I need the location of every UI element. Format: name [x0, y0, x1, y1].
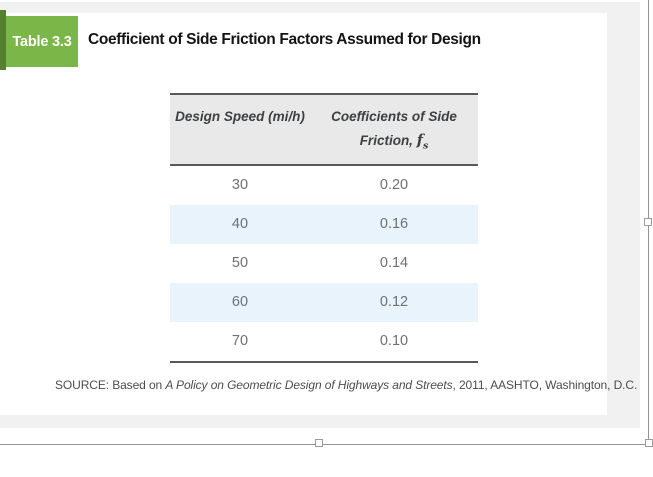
table-row: 40 0.16 — [170, 204, 478, 244]
speed-cell: 40 — [231, 215, 249, 232]
speed-cell: 30 — [231, 176, 249, 193]
coefficient-cell: 0.12 — [379, 293, 409, 310]
selection-border-bottom — [0, 444, 653, 445]
speed-cell: 60 — [231, 293, 249, 310]
speed-cell: 70 — [231, 332, 249, 349]
table-header-row: Design Speed (mi/h) Coefficients of Side… — [170, 93, 478, 166]
coefficient-cell: 0.20 — [379, 176, 409, 193]
side-friction-table: Design Speed (mi/h) Coefficients of Side… — [170, 93, 478, 363]
resize-handle-right[interactable] — [644, 218, 652, 226]
table-row: 30 0.20 — [170, 165, 478, 205]
resize-handle-bottom-right[interactable] — [645, 439, 653, 447]
table-body: 30 0.20 40 0.16 50 0.14 60 0.12 70 0.10 — [170, 165, 478, 363]
source-reference-title: A Policy on Geometric Design of Highways… — [165, 378, 453, 392]
resize-handle-bottom[interactable] — [315, 439, 323, 447]
table-row: 60 0.12 — [170, 282, 478, 322]
column-header-coefficients-line2: Friction, — [359, 132, 417, 148]
table-title: Coefficient of Side Friction Factors Ass… — [88, 31, 481, 48]
source-prefix: SOURCE: Based on — [55, 378, 166, 392]
column-header-design-speed: Design Speed (mi/h) — [175, 109, 305, 124]
friction-symbol: f — [416, 131, 423, 149]
speed-cell: 50 — [231, 254, 249, 271]
table-number-badge: Table 3.3 — [6, 16, 78, 67]
source-note: SOURCE: Based on A Policy on Geometric D… — [55, 378, 637, 392]
coefficient-cell: 0.14 — [379, 254, 409, 271]
coefficient-cell: 0.10 — [379, 332, 409, 349]
column-header-coefficients: Coefficients of Side Friction, fs — [310, 95, 478, 164]
source-suffix: , 2011, AASHTO, Washington, D.C. — [452, 378, 638, 392]
friction-symbol-subscript: s — [422, 140, 429, 152]
table-row: 70 0.10 — [170, 321, 478, 361]
column-header-coefficients-line1: Coefficients of Side — [331, 109, 457, 124]
table-badge-accent-bar — [0, 10, 6, 70]
table-number-label: Table 3.3 — [12, 33, 72, 50]
coefficient-cell: 0.16 — [379, 215, 409, 232]
table-row: 50 0.14 — [170, 243, 478, 283]
